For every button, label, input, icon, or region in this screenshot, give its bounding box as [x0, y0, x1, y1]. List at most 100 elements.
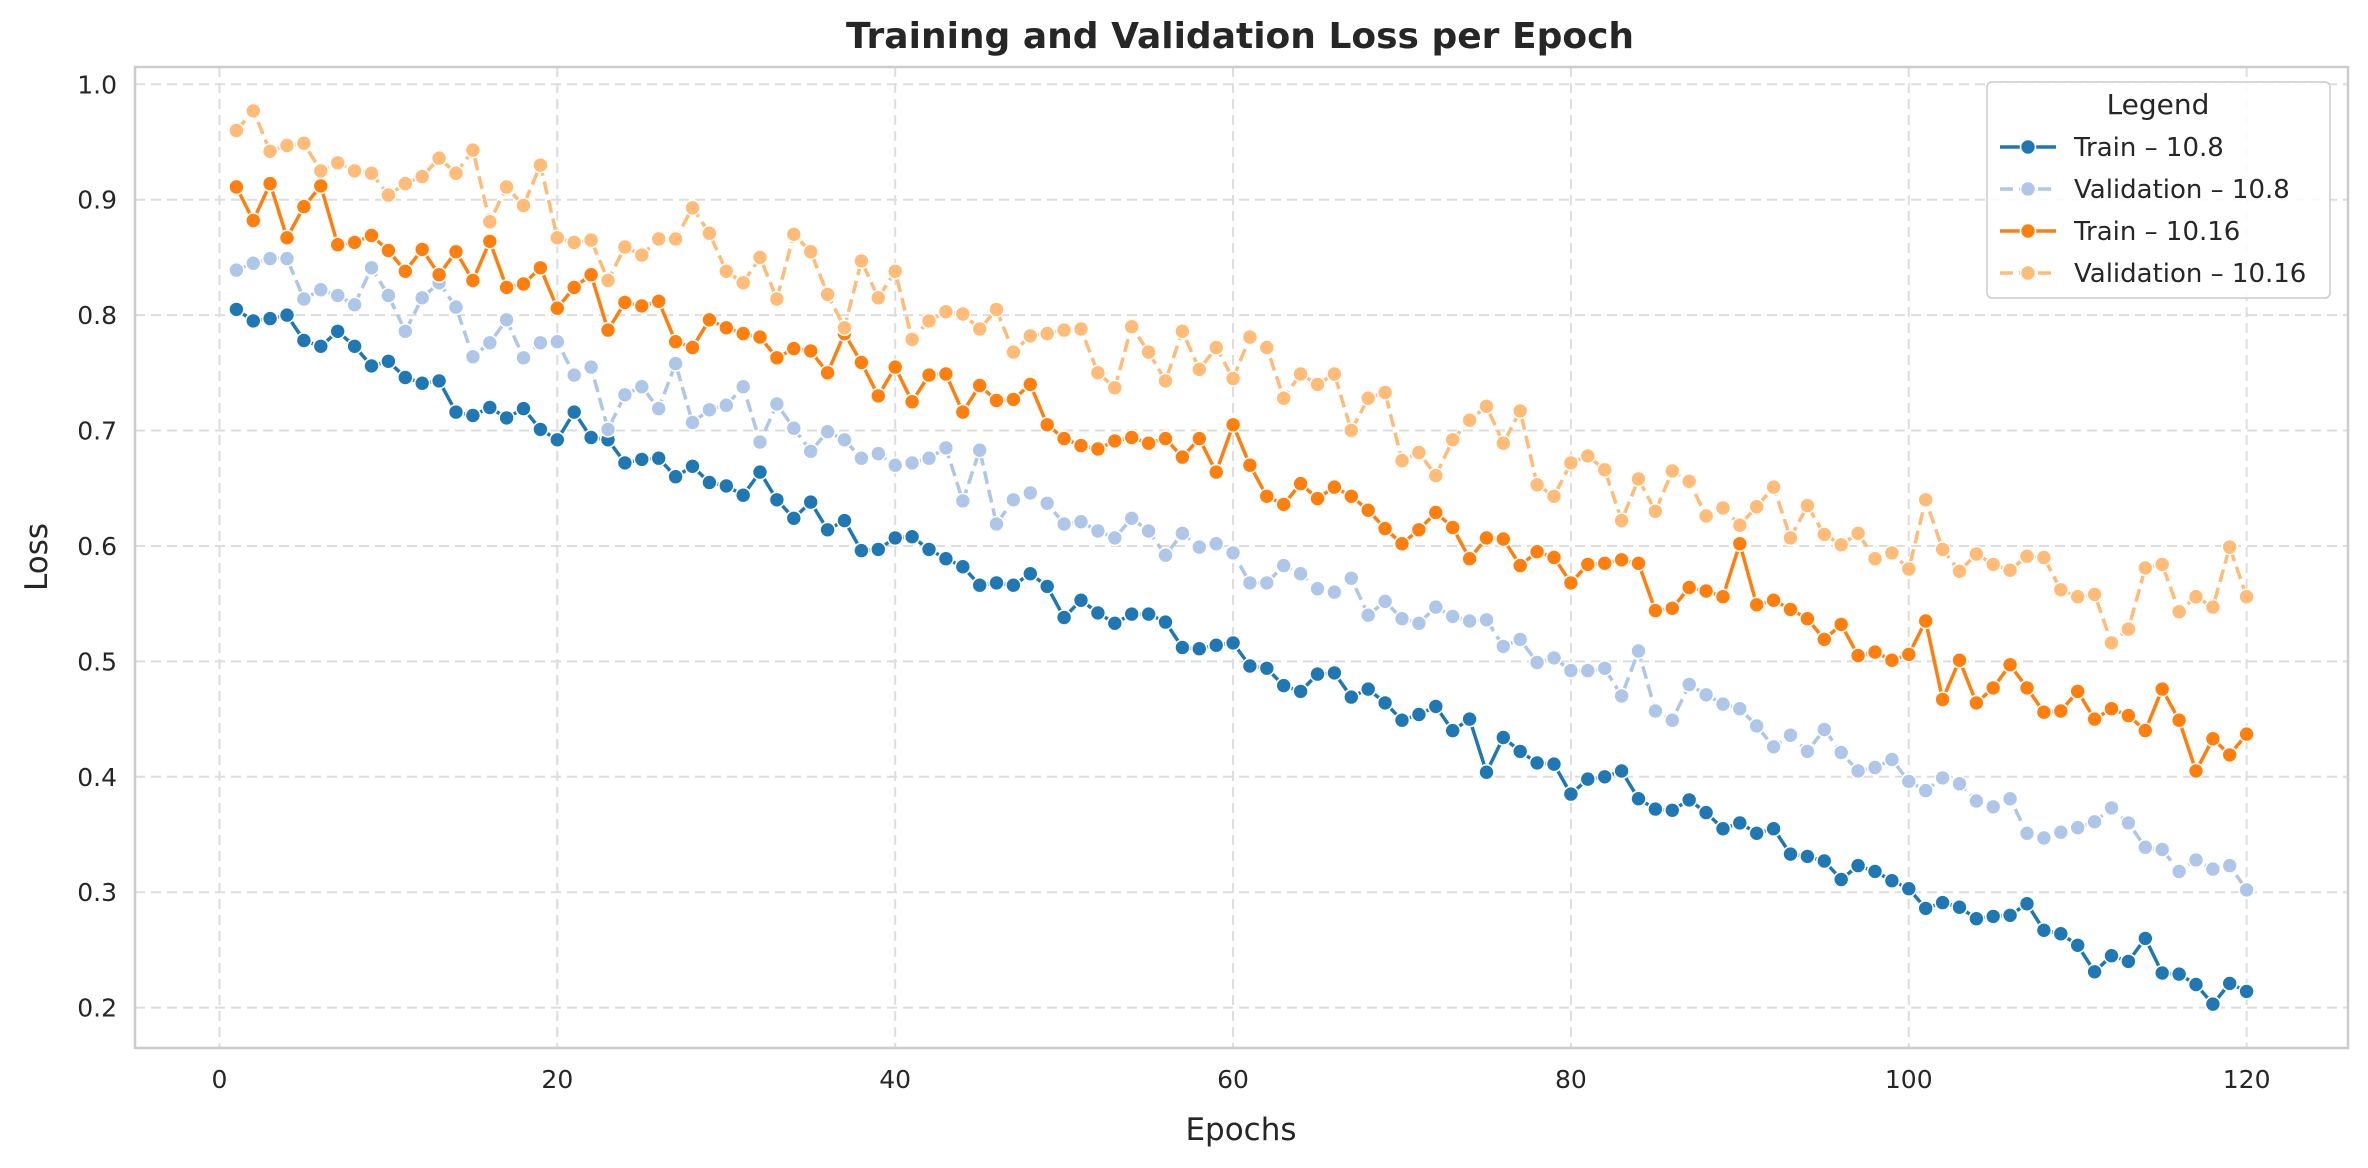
data-point — [1275, 389, 1292, 407]
data-point — [819, 521, 836, 539]
data-point — [2069, 588, 2086, 606]
data-point — [1765, 738, 1782, 756]
data-point — [802, 493, 820, 511]
data-point — [1106, 529, 1124, 547]
data-point — [1748, 717, 1765, 735]
data-point — [1495, 638, 1512, 655]
data-point — [1224, 416, 1242, 434]
data-point — [1157, 372, 1174, 390]
data-point — [1072, 591, 1090, 609]
data-point — [380, 242, 397, 259]
data-point — [1241, 574, 1259, 592]
data-point — [2137, 930, 2154, 947]
data-point — [1934, 541, 1951, 558]
data-point — [363, 259, 380, 277]
series-2 — [228, 175, 2255, 780]
data-point — [836, 512, 853, 529]
data-point — [988, 515, 1005, 533]
data-point — [380, 287, 397, 304]
data-point — [1984, 679, 2002, 697]
data-point — [1089, 522, 1107, 540]
data-point — [363, 227, 380, 244]
data-point — [1207, 339, 1225, 356]
data-point — [565, 279, 583, 296]
data-point — [1630, 642, 1647, 660]
data-point — [1731, 516, 1749, 534]
data-point — [481, 399, 499, 416]
data-point — [1123, 605, 1140, 623]
data-point — [396, 175, 414, 192]
data-point — [1461, 411, 1478, 429]
data-point — [1174, 639, 1191, 656]
data-point — [2069, 683, 2086, 700]
data-point — [1528, 543, 1546, 561]
data-point — [1241, 456, 1259, 474]
data-point — [650, 400, 668, 417]
data-point — [1900, 880, 1918, 898]
data-point — [1765, 820, 1782, 838]
data-point — [346, 337, 363, 355]
y-tick-label: 0.5 — [77, 647, 117, 676]
data-point — [1427, 504, 1445, 521]
data-point — [396, 369, 414, 386]
data-point — [346, 296, 363, 314]
data-point — [1089, 440, 1107, 458]
data-point — [920, 366, 938, 384]
data-point — [1478, 529, 1495, 547]
data-point — [1511, 402, 1529, 420]
data-point — [1326, 664, 1343, 682]
data-point — [1613, 512, 1630, 529]
data-point — [2103, 700, 2120, 718]
data-point — [1343, 422, 1360, 439]
data-point — [2238, 983, 2255, 1000]
data-point — [1866, 643, 1884, 661]
data-point — [1849, 647, 1867, 664]
data-point — [1664, 462, 1681, 480]
y-tick-labels: 0.2 0.3 0.4 0.5 0.6 0.7 0.8 0.9 1.0 — [77, 70, 117, 1022]
data-point — [886, 262, 904, 280]
y-tick-label: 0.7 — [77, 417, 117, 446]
data-point — [1022, 376, 1039, 393]
data-point — [2018, 824, 2036, 842]
data-point — [278, 250, 296, 267]
data-point — [1816, 852, 1833, 870]
data-point — [1444, 431, 1461, 449]
data-point — [1241, 328, 1259, 346]
data-point — [1224, 634, 1242, 652]
data-point — [430, 149, 448, 167]
data-point — [1326, 365, 1343, 383]
data-point — [785, 509, 803, 527]
data-point — [228, 122, 245, 139]
y-tick-label: 0.6 — [77, 532, 117, 561]
data-point — [1714, 499, 1732, 517]
data-point — [2238, 588, 2255, 606]
y-tick-label: 1.0 — [77, 70, 117, 99]
data-point — [802, 442, 820, 460]
data-point — [245, 102, 262, 120]
data-point — [261, 143, 279, 160]
data-point — [751, 328, 769, 346]
data-point — [1664, 711, 1681, 729]
data-point — [819, 286, 836, 303]
data-point — [1072, 320, 1090, 338]
data-point — [1511, 631, 1529, 648]
data-point — [565, 234, 583, 251]
data-point — [717, 477, 735, 495]
data-point — [498, 409, 515, 427]
data-point — [1511, 743, 1529, 760]
legend-item: Validation – 10.16 — [2000, 259, 2306, 289]
data-point — [2052, 823, 2070, 841]
data-point — [295, 290, 313, 308]
series-lines — [228, 102, 2255, 1013]
series-3 — [228, 102, 2255, 652]
data-point — [1900, 646, 1918, 663]
data-point — [768, 349, 786, 367]
x-tick-label: 120 — [2223, 1065, 2271, 1094]
data-point — [1934, 894, 1951, 911]
data-point — [1309, 665, 1326, 683]
data-point — [1511, 557, 1529, 574]
data-point — [1866, 863, 1884, 880]
data-point — [1596, 659, 1613, 677]
data-point — [1545, 755, 1563, 773]
data-point — [498, 279, 515, 296]
